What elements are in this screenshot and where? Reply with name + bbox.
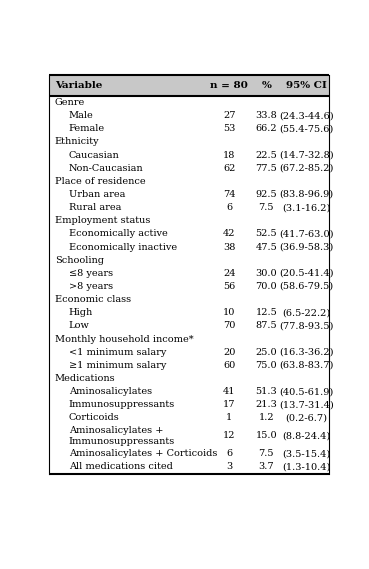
Text: (67.2-85.2): (67.2-85.2) — [279, 164, 334, 172]
Text: 22.5: 22.5 — [255, 151, 277, 159]
Text: 21.3: 21.3 — [255, 400, 277, 409]
Text: Medications: Medications — [55, 374, 115, 383]
Text: (40.5-61.9): (40.5-61.9) — [279, 387, 334, 396]
Text: (6.5-22.2): (6.5-22.2) — [282, 308, 331, 318]
Text: 3: 3 — [226, 463, 232, 472]
Text: 1.2: 1.2 — [259, 414, 274, 422]
Text: (77.8-93.5): (77.8-93.5) — [279, 321, 334, 331]
Text: ≤8 years: ≤8 years — [69, 269, 113, 278]
Text: (8.8-24.4): (8.8-24.4) — [282, 431, 331, 440]
Text: 10: 10 — [223, 308, 235, 318]
Text: Corticoids: Corticoids — [69, 414, 120, 422]
Text: Aminosalicylates +
Immunosuppressants: Aminosalicylates + Immunosuppressants — [69, 426, 175, 446]
Text: Aminosalicylates: Aminosalicylates — [69, 387, 152, 396]
Text: 20: 20 — [223, 348, 235, 357]
Text: 33.8: 33.8 — [255, 111, 277, 120]
Text: 56: 56 — [223, 282, 235, 291]
Text: <1 minimum salary: <1 minimum salary — [69, 348, 166, 357]
Text: (41.7-63.0): (41.7-63.0) — [279, 229, 334, 238]
Text: 62: 62 — [223, 164, 235, 172]
Text: 47.5: 47.5 — [255, 242, 277, 251]
Text: (16.3-36.2): (16.3-36.2) — [279, 348, 334, 357]
Text: (20.5-41.4): (20.5-41.4) — [279, 269, 334, 278]
Text: (58.6-79.5): (58.6-79.5) — [279, 282, 334, 291]
Text: (0.2-6.7): (0.2-6.7) — [285, 414, 327, 422]
Text: 77.5: 77.5 — [255, 164, 277, 172]
Text: Economically inactive: Economically inactive — [69, 242, 177, 251]
Text: 15.0: 15.0 — [255, 431, 277, 440]
Text: 87.5: 87.5 — [255, 321, 277, 331]
Text: Immunosuppressants: Immunosuppressants — [69, 400, 175, 409]
Text: 6: 6 — [226, 203, 232, 212]
Bar — [49, 75, 329, 96]
Text: Female: Female — [69, 124, 105, 133]
Text: 70.0: 70.0 — [255, 282, 277, 291]
Text: %: % — [261, 81, 271, 90]
Text: 25.0: 25.0 — [255, 348, 277, 357]
Text: (3.5-15.4): (3.5-15.4) — [282, 450, 331, 459]
Text: 12: 12 — [223, 431, 235, 440]
Text: 1: 1 — [226, 414, 232, 422]
Text: (55.4-75.6): (55.4-75.6) — [279, 124, 334, 133]
Text: 18: 18 — [223, 151, 235, 159]
Text: 42: 42 — [223, 229, 235, 238]
Text: 52.5: 52.5 — [255, 229, 277, 238]
Text: Low: Low — [69, 321, 90, 331]
Text: 75.0: 75.0 — [255, 361, 277, 370]
Text: (13.7-31.4): (13.7-31.4) — [279, 400, 334, 409]
Text: Variable: Variable — [55, 81, 102, 90]
Text: 60: 60 — [223, 361, 235, 370]
Text: (83.8-96.9): (83.8-96.9) — [279, 190, 334, 199]
Text: 17: 17 — [223, 400, 235, 409]
Text: 24: 24 — [223, 269, 235, 278]
Text: (36.9-58.3): (36.9-58.3) — [279, 242, 334, 251]
Text: >8 years: >8 years — [69, 282, 113, 291]
Text: Place of residence: Place of residence — [55, 177, 145, 186]
Text: ≥1 minimum salary: ≥1 minimum salary — [69, 361, 166, 370]
Text: Schooling: Schooling — [55, 255, 104, 265]
Text: 27: 27 — [223, 111, 235, 120]
Text: 3.7: 3.7 — [259, 463, 274, 472]
Text: 6: 6 — [226, 450, 232, 459]
Text: (3.1-16.2): (3.1-16.2) — [282, 203, 331, 212]
Text: 12.5: 12.5 — [255, 308, 277, 318]
Text: Genre: Genre — [55, 98, 85, 107]
Text: 66.2: 66.2 — [255, 124, 277, 133]
Text: (1.3-10.4): (1.3-10.4) — [282, 463, 331, 472]
Text: 51.3: 51.3 — [255, 387, 277, 396]
Text: 30.0: 30.0 — [255, 269, 277, 278]
Text: 7.5: 7.5 — [259, 203, 274, 212]
Text: 7.5: 7.5 — [259, 450, 274, 459]
Text: Ethnicity: Ethnicity — [55, 137, 99, 146]
Text: High: High — [69, 308, 93, 318]
Text: (14.7-32.8): (14.7-32.8) — [279, 151, 334, 159]
Text: Economically active: Economically active — [69, 229, 168, 238]
Text: 95% CI: 95% CI — [286, 81, 327, 90]
Text: (63.8-83.7): (63.8-83.7) — [279, 361, 334, 370]
Text: 41: 41 — [223, 387, 235, 396]
Text: 38: 38 — [223, 242, 235, 251]
Text: 70: 70 — [223, 321, 235, 331]
Text: Urban area: Urban area — [69, 190, 125, 199]
Text: (24.3-44.6): (24.3-44.6) — [279, 111, 334, 120]
Text: n = 80: n = 80 — [210, 81, 248, 90]
Text: Employment status: Employment status — [55, 216, 150, 225]
Text: Male: Male — [69, 111, 93, 120]
Text: Non-Caucasian: Non-Caucasian — [69, 164, 143, 172]
Text: 92.5: 92.5 — [255, 190, 277, 199]
Text: Aminosalicylates + Corticoids: Aminosalicylates + Corticoids — [69, 450, 217, 459]
Text: Rural area: Rural area — [69, 203, 121, 212]
Text: 74: 74 — [223, 190, 235, 199]
Text: Caucasian: Caucasian — [69, 151, 120, 159]
Text: Monthly household income*: Monthly household income* — [55, 335, 193, 344]
Text: All medications cited: All medications cited — [69, 463, 173, 472]
Text: 53: 53 — [223, 124, 235, 133]
Text: Economic class: Economic class — [55, 295, 131, 304]
